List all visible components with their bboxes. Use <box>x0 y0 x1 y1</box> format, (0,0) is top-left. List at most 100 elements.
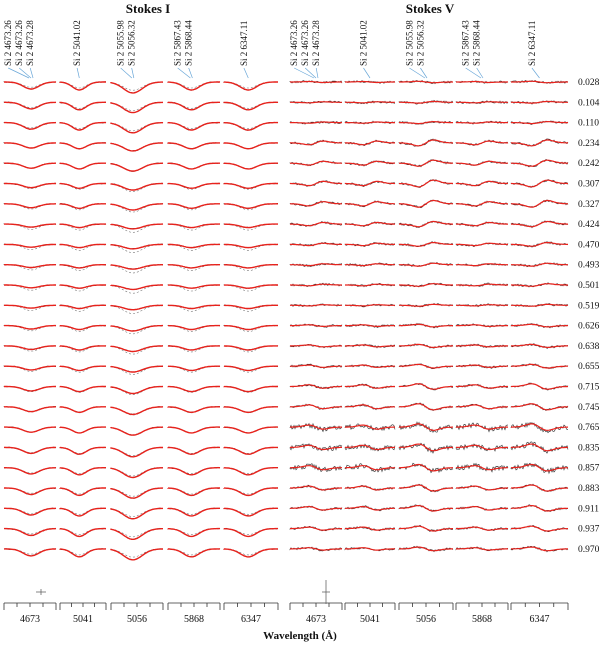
stokes-i-title: Stokes I <box>126 1 170 16</box>
stokes-v-model-0.501-4673 <box>290 283 342 287</box>
stokes-v-model-0.242-5868 <box>456 160 508 166</box>
phase-label: 0.234 <box>578 139 600 149</box>
stokes-i-model-0.104-5056 <box>110 101 163 114</box>
stokes-v-model-0.911-6347 <box>511 505 568 512</box>
stokes-v-model-0.655-6347 <box>511 363 568 369</box>
line-id-marker <box>531 67 540 79</box>
line-id-label: Si 2 4673.28 <box>311 20 321 66</box>
line-id-label: Si 2 4673.26 <box>289 20 299 66</box>
stokes-i-mean-0.470-5056 <box>110 244 164 253</box>
phase-label: 0.028 <box>578 78 600 88</box>
stokes-v-model-0.307-6347 <box>511 179 568 188</box>
stokes-i-model-0.104-5868 <box>167 101 220 111</box>
phase-label: 0.104 <box>578 98 600 108</box>
stokes-v-model-0.501-6347 <box>511 283 568 287</box>
stokes-v-model-0.835-5868 <box>456 444 508 451</box>
phase-label: 0.883 <box>578 484 600 494</box>
stokes-i-model-0.519-6347 <box>223 304 278 310</box>
stokes-i-model-0.715-5041 <box>59 385 106 393</box>
stokes-i-model-0.745-5056 <box>110 406 164 416</box>
stokes-i-model-0.911-5056 <box>110 507 163 520</box>
stokes-i-model-0.234-6347 <box>223 142 278 150</box>
stokes-v-model-0.857-5056 <box>399 463 453 472</box>
stokes-v-model-0.970-5041 <box>345 547 395 551</box>
x-tick-label: 5041 <box>360 614 380 625</box>
stokes-i-mean-0.626-5056 <box>110 325 164 335</box>
stokes-i-model-0.765-4673 <box>4 426 56 433</box>
stokes-v-model-0.765-5056 <box>399 423 453 431</box>
stokes-v-model-0.937-5056 <box>399 525 453 532</box>
stokes-v-title: Stokes V <box>406 1 455 16</box>
stokes-v-model-0.470-5056 <box>399 242 453 247</box>
stokes-i-model-0.028-4673 <box>4 81 57 90</box>
stokes-i-model-0.470-6347 <box>223 243 278 249</box>
stokes-i-model-0.765-6347 <box>223 426 278 434</box>
stokes-i-model-0.424-4673 <box>4 223 56 228</box>
stokes-i-model-0.765-5868 <box>167 426 220 434</box>
stokes-i-model-0.970-5041 <box>59 548 106 558</box>
stokes-i-model-0.424-5041 <box>59 223 106 229</box>
stokes-i-model-0.234-5041 <box>59 142 106 150</box>
phase-label: 0.655 <box>578 362 600 372</box>
stokes-v-model-0.745-5868 <box>456 404 508 410</box>
stokes-v-model-0.110-5056 <box>399 121 453 125</box>
phase-label: 0.765 <box>578 423 600 433</box>
phase-label: 0.835 <box>578 443 600 453</box>
line-id-marker <box>177 67 191 79</box>
stokes-v-model-0.104-5868 <box>456 101 508 104</box>
phase-label: 0.519 <box>578 301 600 311</box>
stokes-i-model-0.883-5056 <box>110 487 163 499</box>
line-id-marker <box>294 67 315 79</box>
stokes-i-model-0.835-5868 <box>167 446 220 455</box>
stokes-i-model-0.110-4673 <box>4 121 57 130</box>
stokes-v-model-0.626-5056 <box>399 323 453 328</box>
stokes-v-model-0.937-5041 <box>345 526 395 531</box>
stokes-i-model-0.937-5041 <box>59 527 106 538</box>
stokes-i-model-0.307-4673 <box>4 182 56 189</box>
line-id-label: Si 2 5056.32 <box>415 20 425 66</box>
stokes-v-model-0.307-4673 <box>290 180 342 187</box>
stokes-v-model-0.937-6347 <box>511 525 568 532</box>
phase-label: 0.911 <box>578 504 599 514</box>
stokes-v-model-0.327-5056 <box>398 199 454 208</box>
stokes-i-mean-0.327-5056 <box>110 203 164 213</box>
stokes-i-model-0.242-4673 <box>4 162 56 169</box>
stokes-v-model-0.242-5056 <box>399 159 453 167</box>
stokes-i-model-0.715-5056 <box>110 385 164 395</box>
phase-label: 0.638 <box>578 342 600 352</box>
stokes-i-model-0.937-5868 <box>167 527 220 538</box>
phase-label: 0.110 <box>578 119 599 129</box>
stokes-v-model-0.626-4673 <box>290 324 342 327</box>
stokes-v-model-0.110-6347 <box>511 121 568 125</box>
stokes-i-model-0.638-4673 <box>4 345 56 351</box>
stokes-v-model-0.638-4673 <box>290 344 342 348</box>
line-id-label: Si 2 5867.43 <box>461 20 471 66</box>
stokes-i-model-0.937-4673 <box>4 527 57 537</box>
stokes-i-model-0.765-5056 <box>110 426 164 436</box>
stokes-v-model-0.028-5056 <box>399 80 453 84</box>
stokes-v-model-0.493-4673 <box>290 263 342 267</box>
stokes-i-model-0.835-6347 <box>223 446 278 455</box>
stokes-v-model-0.765-5868 <box>456 424 508 430</box>
stokes-v-model-0.883-5041 <box>345 485 395 491</box>
stokes-i-model-0.745-4673 <box>4 406 56 413</box>
phase-label: 0.937 <box>578 525 600 535</box>
stokes-i-model-0.307-5041 <box>59 182 106 190</box>
stokes-v-model-0.765-6347 <box>511 423 568 431</box>
stokes-v-model-0.857-5868 <box>456 465 508 471</box>
phase-label: 0.745 <box>578 403 600 413</box>
stokes-i-model-0.493-5868 <box>167 264 220 269</box>
stokes-v-model-0.470-4673 <box>290 242 342 247</box>
line-id-marker <box>18 67 32 79</box>
stokes-i-model-0.655-5868 <box>167 365 220 372</box>
stokes-i-model-0.501-5056 <box>110 284 163 291</box>
stokes-i-model-0.327-5868 <box>167 203 220 209</box>
stokes-v-observed-0.028-5056 <box>398 79 454 85</box>
stokes-i-mean-0.424-5056 <box>110 223 164 233</box>
stokes-i-mean-0.028-5056 <box>110 81 164 91</box>
line-id-marker <box>76 67 80 79</box>
x-tick-label: 5868 <box>472 614 492 625</box>
x-tick-label: 5041 <box>73 614 93 625</box>
x-axis-label: Wavelength (Å) <box>263 630 337 642</box>
phase-label: 0.970 <box>578 545 600 555</box>
